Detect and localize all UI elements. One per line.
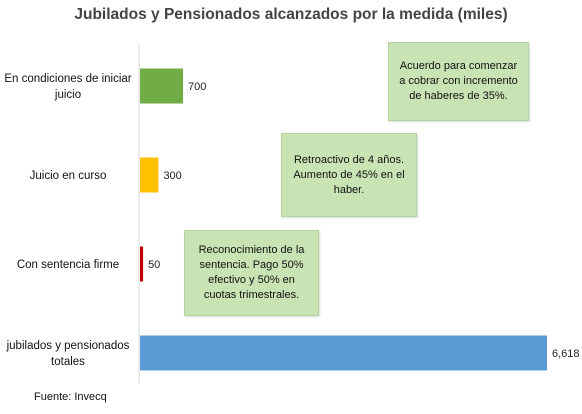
source-note: Fuente: Invecq bbox=[34, 391, 107, 403]
value-label-0: 700 bbox=[188, 81, 206, 93]
bar-2 bbox=[140, 246, 144, 282]
value-label-3: 6,618 bbox=[552, 348, 580, 360]
bar-3 bbox=[140, 335, 547, 371]
value-label-2: 50 bbox=[148, 259, 160, 271]
annotation-acuerdo: Acuerdo para comenzar a cobrar con incre… bbox=[388, 42, 529, 121]
category-label-2: Con sentencia firme bbox=[17, 259, 119, 271]
category-label-3: jubilados y pensionados totales bbox=[6, 340, 130, 368]
bar-1 bbox=[140, 157, 159, 193]
bar-0 bbox=[140, 68, 184, 104]
category-label-1: Juicio en curso bbox=[30, 170, 107, 182]
annotation-reconocimiento: Reconocimiento de la sentencia. Pago 50%… bbox=[184, 230, 319, 316]
annotation-retroactivo: Retroactivo de 4 años. Aumento de 45% en… bbox=[281, 133, 417, 217]
chart-title: Jubilados y Pensionados alcanzados por l… bbox=[74, 6, 508, 23]
value-label-1: 300 bbox=[163, 170, 181, 182]
category-label-0: En condiciones de iniciar juicio bbox=[4, 73, 131, 101]
